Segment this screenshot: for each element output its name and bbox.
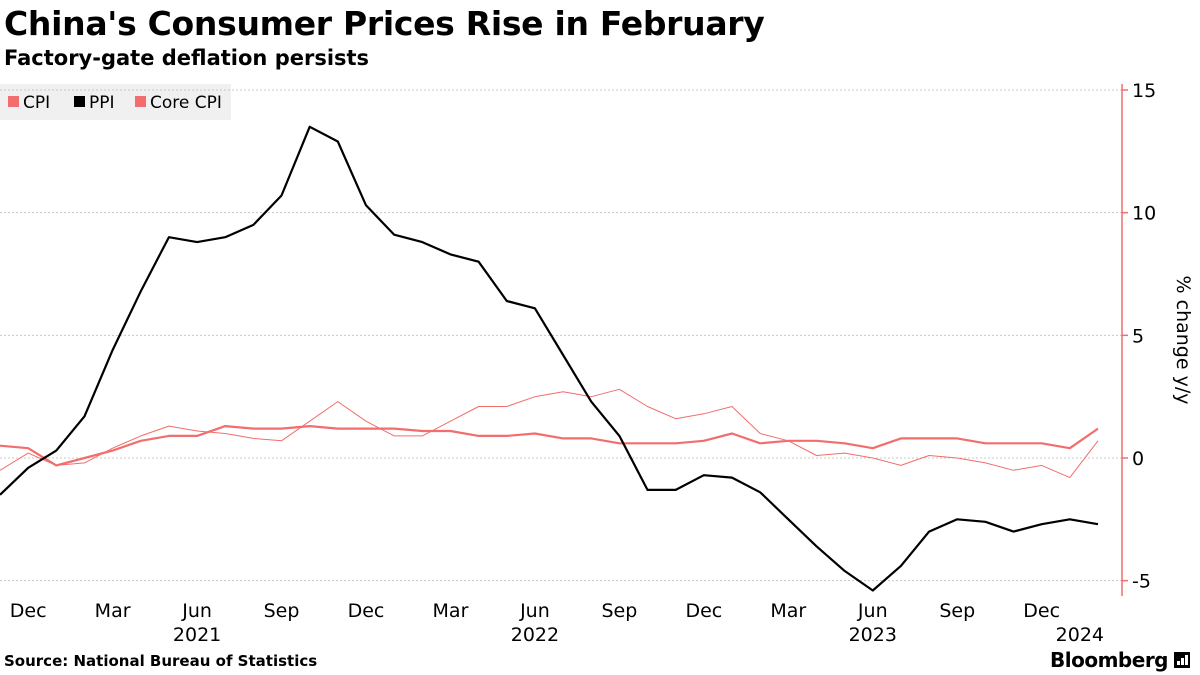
legend-label-cpi: CPI [23, 93, 50, 113]
series-line-cpi [0, 388, 1099, 479]
x-tick-label: Dec [1023, 600, 1060, 622]
series-lines [0, 125, 1099, 592]
x-tick-label: Mar [770, 600, 806, 622]
brand-logo: Bloomberg [1050, 648, 1190, 672]
x-year-label: 2021 [173, 624, 221, 646]
x-tick-label: Jun [519, 600, 550, 622]
x-year-label: 2024 [1056, 624, 1104, 646]
y-axis-label: % change y/y [1172, 276, 1194, 405]
legend-label-ppi: PPI [89, 93, 115, 113]
brand-name: Bloomberg [1050, 648, 1168, 672]
source-note: Source: National Bureau of Statistics [4, 652, 318, 670]
legend: CPI PPI Core CPI [8, 93, 222, 113]
chart-title: China's Consumer Prices Rise in February [4, 4, 765, 43]
x-year-label: 2023 [849, 624, 897, 646]
grid-lines [0, 89, 1122, 582]
y-tick-label: 5 [1132, 325, 1144, 347]
y-tick-label: 0 [1132, 448, 1144, 470]
series-line-core-cpi [0, 425, 1099, 467]
x-year-label: 2022 [511, 624, 559, 646]
legend-swatch-cpi [8, 96, 19, 107]
x-tick-label: Mar [95, 600, 131, 622]
x-tick-label: Dec [10, 600, 47, 622]
y-tick-label: -5 [1132, 571, 1151, 593]
chart-subtitle: Factory-gate deflation persists [4, 46, 370, 70]
legend-swatch-core-cpi [135, 96, 146, 107]
legend-label-core-cpi: Core CPI [150, 93, 222, 113]
x-tick-label: Sep [601, 600, 637, 622]
x-tick-label: Dec [685, 600, 722, 622]
x-tick-label: Jun [181, 600, 212, 622]
bloomberg-chart-icon [1174, 652, 1190, 668]
y-tick-label: 10 [1132, 203, 1156, 225]
series-line-ppi [0, 125, 1099, 592]
x-tick-label: Sep [264, 600, 300, 622]
x-tick-label: Dec [348, 600, 385, 622]
y-tick-label: 15 [1132, 80, 1156, 102]
x-tick-label: Sep [939, 600, 975, 622]
x-tick-label: Mar [433, 600, 469, 622]
legend-swatch-ppi [74, 96, 85, 107]
x-tick-label: Jun [857, 600, 888, 622]
axes: 15 10 5 0 -5 Dec Mar Jun Sep Dec Mar Jun Sep Dec Mar Ju… [10, 80, 1156, 646]
